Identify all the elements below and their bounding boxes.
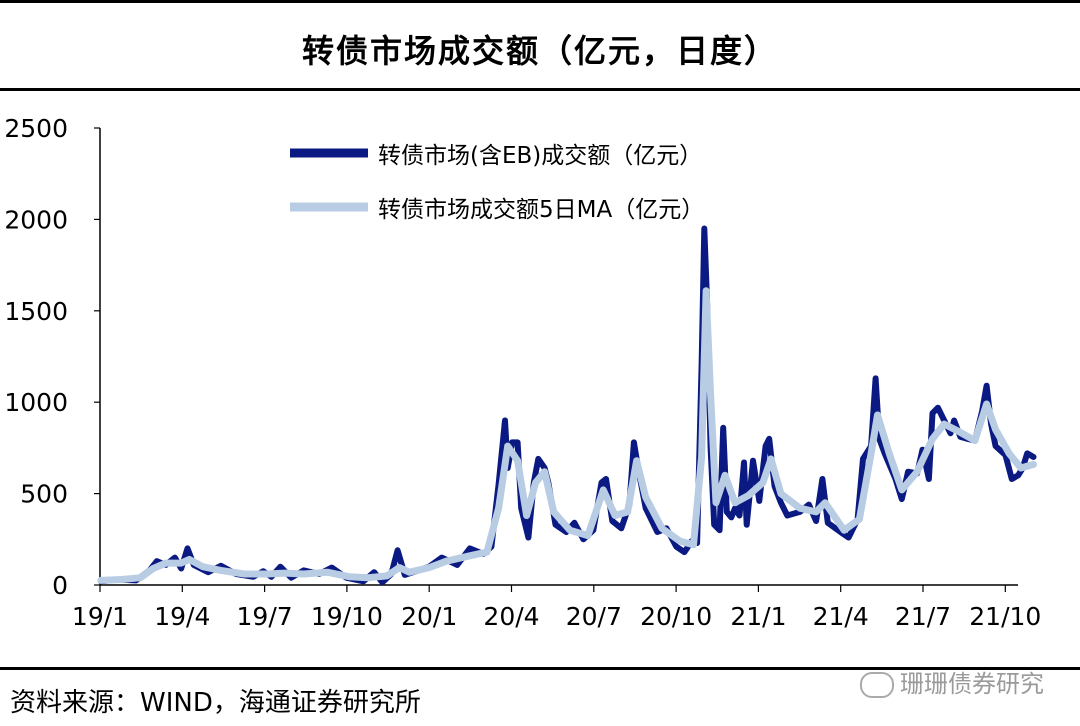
x-tick-label: 20/1: [401, 602, 457, 631]
x-tick-label: 21/1: [730, 602, 786, 631]
x-tick-label: 20/10: [640, 602, 712, 631]
y-tick-label: 0: [52, 571, 68, 600]
y-tick-label: 1500: [4, 297, 68, 326]
y-tick-label: 2000: [4, 205, 68, 234]
x-tick-label: 19/7: [237, 602, 293, 631]
wechat-icon: [860, 672, 894, 698]
x-tick-label: 21/7: [895, 602, 951, 631]
watermark-text: 珊珊债券研究: [900, 670, 1044, 698]
y-tick-label: 1000: [4, 388, 68, 417]
chart-legend: 转债市场(含EB)成交额（亿元） 转债市场成交额5日MA（亿元）: [290, 143, 704, 223]
legend-label-ma5: 转债市场成交额5日MA（亿元）: [378, 197, 704, 223]
x-tick-label: 19/1: [72, 602, 128, 631]
x-tick-label: 19/10: [311, 602, 383, 631]
x-tick-label: 21/4: [813, 602, 869, 631]
y-tick-label: 2500: [4, 114, 68, 143]
x-tick-label: 19/4: [154, 602, 210, 631]
chart-title: 转债市场成交额（亿元，日度）: [301, 32, 778, 70]
series-line-ma5: [97, 287, 1037, 584]
source-note: 资料来源：WIND，海通证券研究所: [10, 688, 421, 718]
bottom-rule: [0, 667, 1080, 670]
x-tick-label: 20/7: [566, 602, 622, 631]
x-tick-label: 20/4: [483, 602, 539, 631]
legend-label-volume: 转债市场(含EB)成交额（亿元）: [378, 143, 702, 169]
chart-axes: 0 500 1000 1500 2000 2500 19/1 19/4 19/7 19/10 20/…: [4, 114, 1041, 631]
x-tick-label: 21/10: [969, 602, 1041, 631]
series-layer: [97, 225, 1037, 586]
line-chart: 0 500 1000 1500 2000 2500 19/1 19/4 19/7 19/10 20/…: [4, 114, 1041, 631]
watermark: 珊珊债券研究: [860, 664, 1044, 699]
top-rule: [0, 0, 1080, 3]
title-rule: [0, 88, 1080, 91]
y-tick-label: 500: [20, 480, 68, 509]
